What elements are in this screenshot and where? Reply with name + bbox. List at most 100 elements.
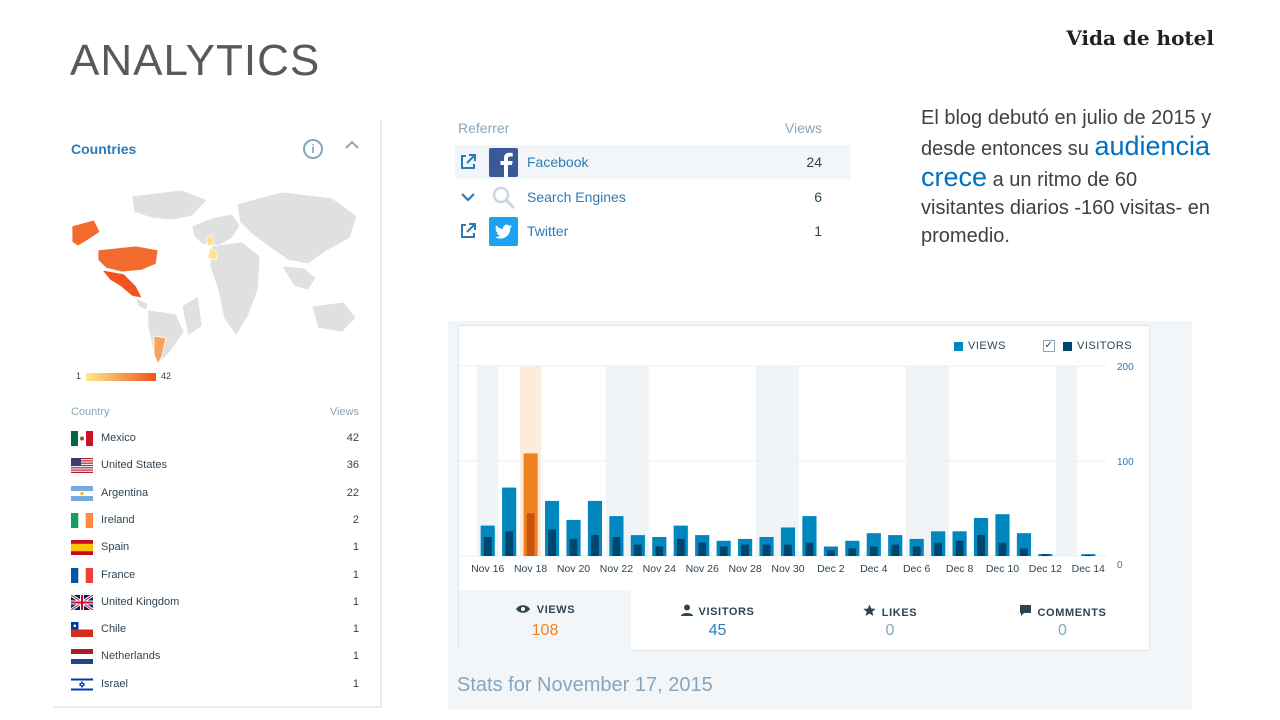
external-link-icon[interactable] (459, 222, 477, 240)
x-tick-label: Dec 8 (946, 563, 974, 575)
mexico-flag-icon (71, 431, 93, 446)
legend-visitors[interactable]: ✓ VISITORS (1043, 340, 1132, 353)
visitors-bar[interactable] (1084, 555, 1093, 556)
y-tick-label: 0 (1117, 560, 1123, 571)
brand-logo: Vida de hotel (1066, 26, 1214, 50)
col-views: Views (329, 406, 359, 418)
summary-comments[interactable]: COMMENTS 0 (977, 590, 1149, 651)
stats-summary: VIEWS 108 VISITORS 45 LIKES 0 COMMENTS 0 (459, 590, 1149, 651)
description-part1: El blog debutó en julio de 2015 y desde … (921, 107, 1212, 160)
referrer-row[interactable]: Facebook 24 (455, 145, 850, 179)
visitors-bar[interactable] (612, 537, 621, 556)
referrer-views: 1 (814, 223, 822, 239)
x-tick-label: Dec 6 (903, 563, 931, 575)
visitors-bar[interactable] (591, 535, 599, 556)
referrer-panel: Referrer Views Facebook 24 Search Engines 6… (455, 112, 850, 252)
visitors-bar[interactable] (869, 546, 878, 557)
referrer-row[interactable]: Search Engines 6 (455, 180, 850, 214)
countries-panel: Countries i 1 42 Country Views Mexico 42 U… (54, 120, 382, 708)
country-row[interactable]: Israel 1 (71, 672, 359, 699)
visitors-bar[interactable] (784, 544, 792, 556)
country-row[interactable]: United Kingdom 1 (71, 590, 359, 617)
summary-value: 0 (885, 622, 895, 639)
x-tick-label: Nov 30 (771, 563, 804, 575)
referrer-views: 24 (806, 154, 822, 170)
countries-heading: Countries (71, 141, 137, 157)
country-views: 36 (346, 459, 359, 472)
visitors-bar[interactable] (805, 542, 814, 556)
country-row[interactable]: Ireland 2 (71, 508, 359, 535)
eye-icon (515, 604, 537, 616)
visitors-bar[interactable] (676, 538, 685, 556)
visitors-bar[interactable] (827, 550, 835, 556)
summary-likes[interactable]: LIKES 0 (804, 590, 976, 651)
visitors-bar[interactable] (955, 540, 964, 556)
summary-label-text: LIKES (881, 607, 918, 619)
star-icon (863, 604, 882, 619)
visitors-bar[interactable] (762, 544, 771, 556)
description-highlight: audiencia crece (921, 131, 1211, 192)
facebook-icon (489, 148, 518, 177)
country-name: United Kingdom (101, 595, 180, 608)
visitors-bar[interactable] (633, 544, 642, 556)
person-icon (680, 604, 699, 618)
referrer-label[interactable]: Facebook (527, 154, 589, 170)
x-tick-label: Dec 2 (817, 563, 845, 575)
world-map[interactable] (72, 186, 362, 366)
chile-flag-icon (71, 622, 93, 638)
visitors-bar[interactable] (719, 546, 728, 557)
col-referrer: Referrer (458, 120, 510, 136)
visitors-bar[interactable] (891, 544, 900, 556)
visitors-bar[interactable] (1041, 554, 1050, 556)
visitors-bar[interactable] (548, 529, 556, 556)
visitors-bar[interactable] (934, 542, 943, 556)
visitors-bar[interactable] (569, 538, 578, 556)
x-tick-label: Nov 20 (557, 563, 590, 575)
views-chart[interactable]: 0 100 200 Nov 16 Nov 18 Nov 20 Nov 22 Nov 24 Nov… (459, 356, 1149, 586)
summary-views[interactable]: VIEWS 108 (459, 590, 631, 651)
country-name: Chile (101, 623, 127, 636)
visitors-bar[interactable] (505, 531, 514, 556)
summary-value: 0 (1058, 622, 1067, 639)
visitors-bar[interactable] (655, 546, 664, 557)
chevron-down-icon[interactable] (459, 188, 477, 206)
visitors-bar[interactable] (848, 548, 857, 556)
external-link-icon[interactable] (459, 153, 477, 171)
visitors-bar[interactable] (483, 537, 492, 556)
country-row[interactable]: Netherlands 1 (71, 644, 359, 671)
summary-visitors[interactable]: VISITORS 45 (632, 590, 804, 651)
visitors-bar[interactable] (912, 546, 921, 557)
views-swatch (954, 341, 963, 351)
col-referrer-views: Views (784, 120, 822, 136)
visitors-bar[interactable] (526, 513, 535, 556)
visitors-bar[interactable] (1020, 548, 1028, 556)
country-views: 1 (352, 541, 359, 554)
col-country: Country (71, 406, 110, 418)
country-name: Argentina (101, 486, 149, 499)
chevron-up-icon[interactable] (344, 137, 360, 155)
info-icon[interactable]: i (303, 139, 323, 159)
country-row[interactable]: Argentina 22 (71, 481, 359, 508)
x-tick-label: Nov 22 (600, 563, 633, 575)
country-row[interactable]: United States 36 (71, 453, 359, 480)
visitors-bar[interactable] (977, 535, 985, 556)
referrer-views: 6 (814, 188, 822, 205)
views-bar[interactable] (1081, 554, 1096, 556)
referrer-row[interactable]: Twitter 1 (455, 214, 850, 248)
country-row[interactable]: France 1 (71, 563, 359, 590)
country-row[interactable]: Spain 1 (71, 535, 359, 562)
visitors-bar[interactable] (741, 544, 749, 556)
referrer-label[interactable]: Search Engines (527, 188, 626, 205)
visitors-checkbox[interactable]: ✓ (1043, 340, 1055, 353)
referrer-label[interactable]: Twitter (527, 223, 569, 239)
twitter-icon (489, 217, 518, 246)
country-row[interactable]: Mexico 42 (71, 426, 359, 453)
summary-label-text: COMMENTS (1037, 607, 1107, 619)
visitors-bar[interactable] (998, 542, 1007, 556)
spain-flag-icon (71, 540, 93, 556)
visitors-bar[interactable] (698, 542, 707, 556)
country-row[interactable]: Chile 1 (71, 617, 359, 644)
country-views: 22 (346, 486, 359, 499)
country-views: 2 (352, 513, 359, 526)
legend-views[interactable]: VIEWS (954, 340, 1006, 352)
